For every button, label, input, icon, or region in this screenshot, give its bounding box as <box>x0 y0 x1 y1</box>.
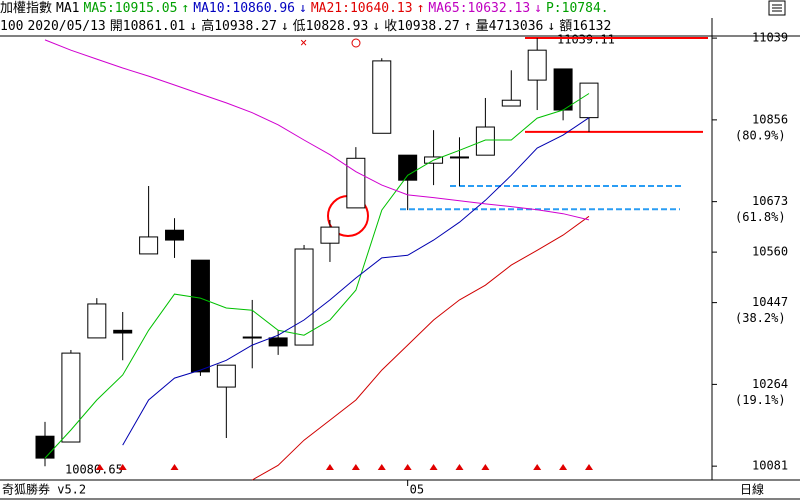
x-tick-label: 05 <box>410 483 424 497</box>
header-item: MA65:10632.13 <box>428 1 531 16</box>
y-tick-label: 10081 <box>752 459 788 473</box>
candle-body <box>216 364 236 388</box>
header-row: 加權指數 MA1 MA5:10915.05 ↑ MA10:10860.96 ↓ MA21:1… <box>0 0 613 18</box>
header-item: ↓ <box>534 1 542 16</box>
y-tick-label: 10264 <box>752 377 788 391</box>
candle-body <box>113 329 133 334</box>
ma-line <box>251 215 590 481</box>
signal-triangle <box>351 464 360 470</box>
candle-body <box>268 337 288 347</box>
candle-body <box>139 236 159 255</box>
fib-label: (61.8%) <box>735 210 786 224</box>
signal-triangle <box>429 464 438 470</box>
candle-body <box>190 259 210 373</box>
header-item: MA21:10640.13 <box>310 1 413 16</box>
candle-body <box>372 60 392 134</box>
header-item: 2020/05/13 <box>27 19 106 34</box>
header-item: 低10828.93 <box>292 19 369 34</box>
header-item: P:10784. <box>545 1 609 16</box>
y-tick-label: 10560 <box>752 245 788 259</box>
y-tick-label: 10673 <box>752 194 788 208</box>
candle-body <box>320 226 340 244</box>
header-item: MA10:10860.96 <box>193 1 295 16</box>
footer-label: 奇狐勝券 v5.2 <box>2 482 86 497</box>
fib-label: (80.9%) <box>735 128 786 142</box>
signal-mark: × <box>300 36 307 50</box>
fib-label: (38.2%) <box>735 311 786 325</box>
candle-body <box>449 156 469 159</box>
ma-line <box>44 39 590 221</box>
header-item: 加權指數 <box>0 1 53 16</box>
annotation: 11039.11 <box>557 33 615 47</box>
header-item: ↓ <box>372 19 381 34</box>
candle-body <box>475 126 495 156</box>
signal-triangle <box>403 464 412 470</box>
y-tick-label: 10447 <box>752 295 788 309</box>
signal-triangle <box>559 464 568 470</box>
y-tick-label: 10856 <box>752 112 788 126</box>
signal-triangle <box>95 464 104 470</box>
signal-triangle <box>585 464 593 470</box>
fib-label: (19.1%) <box>735 393 786 407</box>
candle-body <box>579 82 599 119</box>
candle-body <box>527 49 547 81</box>
ma-line <box>44 93 590 459</box>
y-tick-label: 11039 <box>752 31 788 45</box>
ma-line <box>122 117 590 446</box>
candle-body <box>165 229 185 241</box>
candle-body <box>61 352 81 443</box>
signal-triangle <box>481 464 490 470</box>
candle-body <box>346 157 366 209</box>
header-row: 100 2020/05/13 開10861.01 ↓ 高10938.27 ↓ 低10828.… <box>0 18 615 36</box>
candle-body <box>87 303 107 339</box>
header-item: ↓ <box>280 19 289 34</box>
candle-body <box>35 435 55 459</box>
header-item: 收10938.27 <box>384 19 460 34</box>
header-item: ↑ <box>463 19 472 34</box>
candle-body <box>398 154 418 181</box>
header-item: ↓ <box>299 1 307 16</box>
header-item: ↓ <box>547 19 556 34</box>
signal-triangle <box>118 464 127 470</box>
candle-body <box>242 336 262 339</box>
signal-triangle <box>170 464 179 470</box>
signal-mark <box>351 38 361 48</box>
signal-triangle <box>325 464 334 470</box>
candle-body <box>501 99 521 107</box>
header-item: 高10938.27 <box>201 19 277 34</box>
footer-label: 日線 <box>740 482 764 497</box>
header-item: 量4713036 <box>475 19 544 34</box>
signal-triangle <box>455 464 464 470</box>
annotation: 10080.65 <box>65 463 123 477</box>
signal-triangle <box>377 464 386 470</box>
header-item: 額16132 <box>559 19 612 34</box>
header-item: ↓ <box>189 19 198 34</box>
header-item: 開10861.01 <box>109 19 186 34</box>
signal-triangle <box>533 464 542 470</box>
candle-body <box>294 248 314 346</box>
header-item: ↑ <box>181 1 190 16</box>
header-item: MA5:10915.05 <box>83 1 178 16</box>
header-item: 100 <box>0 19 24 34</box>
candle-body <box>553 68 573 111</box>
header-item: ↑ <box>416 1 425 16</box>
header-item: MA1 <box>56 1 80 16</box>
